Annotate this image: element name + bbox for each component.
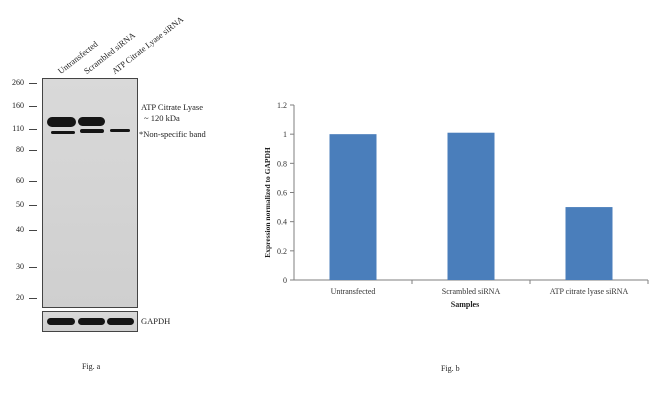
band-gapdh-lane3 xyxy=(107,318,134,325)
target-name: ATP Citrate Lyase xyxy=(141,102,204,112)
mw-label: 160 xyxy=(12,101,24,110)
mw-tick xyxy=(29,83,37,84)
x-tick-label: ATP citrate lyase siRNA xyxy=(550,287,629,296)
band-acl-lane2 xyxy=(78,117,105,126)
mw-label: 30 xyxy=(16,262,24,271)
gapdh-membrane xyxy=(42,311,138,332)
x-tick-label: Untransfected xyxy=(331,287,376,296)
mw-tick xyxy=(29,106,37,107)
mw-label: 20 xyxy=(16,293,24,302)
y-tick-label: 0.2 xyxy=(277,247,287,256)
band-acl-lane1 xyxy=(47,117,76,127)
mw-tick xyxy=(29,230,37,231)
figure-a-caption: Fig. a xyxy=(82,362,101,371)
mw-label: 110 xyxy=(12,124,24,133)
y-tick-label: 0.4 xyxy=(277,218,287,227)
mw-label: 260 xyxy=(12,78,24,87)
mw-tick xyxy=(29,129,37,130)
band-nonspecific-lane1 xyxy=(51,131,75,134)
mw-tick xyxy=(29,205,37,206)
bar xyxy=(447,132,495,280)
blot-membrane xyxy=(42,78,138,308)
y-tick-label: 1.2 xyxy=(277,101,287,110)
target-annotation: ATP Citrate Lyase ~ 120 kDa xyxy=(141,102,203,124)
y-tick-label: 0 xyxy=(283,276,287,285)
mw-tick xyxy=(29,181,37,182)
target-size: ~ 120 kDa xyxy=(144,113,180,123)
gapdh-label: GAPDH xyxy=(141,316,171,326)
band-nonspecific-lane2 xyxy=(80,129,104,133)
x-axis-title: Samples xyxy=(451,300,479,309)
figure-b-caption: Fig. b xyxy=(441,364,460,373)
bar xyxy=(565,207,613,280)
y-tick-label: 0.8 xyxy=(277,159,287,168)
band-gapdh-lane1 xyxy=(47,318,75,325)
bar xyxy=(329,134,377,280)
x-tick-label: Scrambled siRNA xyxy=(442,287,501,296)
y-axis-title: Expression normalized to GAPDH xyxy=(263,147,272,258)
band-gapdh-lane2 xyxy=(78,318,105,325)
band-nonspecific-lane3 xyxy=(110,129,130,132)
mw-label: 50 xyxy=(16,200,24,209)
mw-label: 80 xyxy=(16,145,24,154)
y-tick-label: 1 xyxy=(283,130,287,139)
mw-label: 60 xyxy=(16,176,24,185)
nonspecific-annotation: *Non-specific band xyxy=(139,129,206,139)
mw-label: 40 xyxy=(16,225,24,234)
mw-tick xyxy=(29,267,37,268)
y-tick-label: 0.6 xyxy=(277,189,287,198)
mw-tick xyxy=(29,150,37,151)
mw-tick xyxy=(29,298,37,299)
